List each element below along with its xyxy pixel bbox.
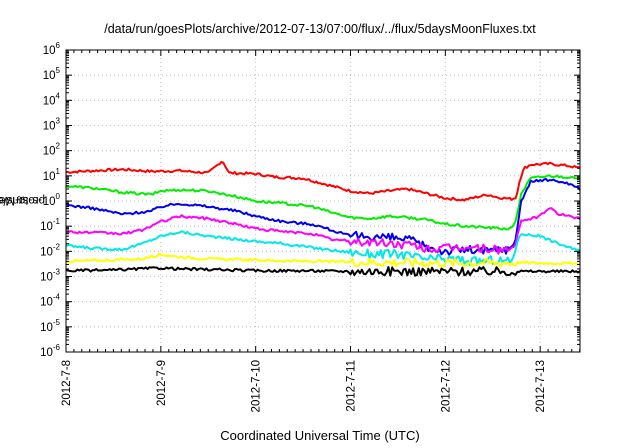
grid-lines xyxy=(66,50,580,352)
y-tick-label: 10-6 xyxy=(40,343,60,359)
y-tick-label: 103 xyxy=(43,117,61,133)
series-line xyxy=(65,207,581,255)
y-tick-label: 10-1 xyxy=(40,217,60,233)
y-tick-label: 10-3 xyxy=(40,268,60,284)
x-ticks: 2012-7-8 2012-7-9 2012-7-10 2012-7-11 2012-7… xyxy=(61,50,581,412)
x-axis-label: Coordinated Universal Time (UTC) xyxy=(220,428,420,443)
y-tick-label: 10-2 xyxy=(40,242,60,258)
y-tick-label: 101 xyxy=(43,167,61,183)
series-line xyxy=(65,160,581,202)
series-line xyxy=(65,252,581,268)
y-tick-label: 10-4 xyxy=(40,293,60,309)
x-tick-label: 2012-7-10 xyxy=(251,360,263,412)
y-tick-label: 100 xyxy=(43,192,61,208)
x-tick-label: 2012-7-12 xyxy=(440,360,452,412)
series-line xyxy=(65,266,581,277)
series-layer xyxy=(65,160,581,277)
chart-title: /data/run/goesPlots/archive/2012-07-13/0… xyxy=(104,22,536,36)
y-tick-label: 10-5 xyxy=(40,318,60,334)
series-line xyxy=(65,174,581,231)
x-tick-label: 2012-7-11 xyxy=(346,360,358,412)
x-tick-label: 2012-7-13 xyxy=(535,360,547,412)
y-tick-label: 105 xyxy=(43,66,61,82)
y-ticks: 10-6 10-5 10-4 10-3 10-2 10-1 100 101 102 103 104 1… xyxy=(40,41,580,359)
x-tick-label: 2012-7-8 xyxy=(61,360,73,406)
y-tick-label: 104 xyxy=(43,91,61,107)
x-tick-label: 2012-7-9 xyxy=(156,360,168,406)
y-tick-label: 102 xyxy=(43,142,61,158)
y-tick-label: 106 xyxy=(43,41,61,57)
